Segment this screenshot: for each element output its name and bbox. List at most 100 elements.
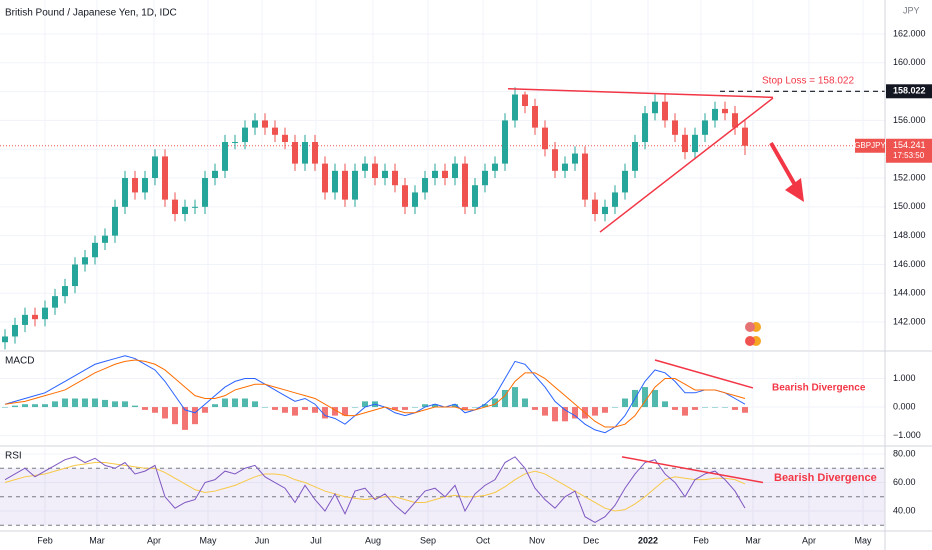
x-tick-label: 2022 [638,535,658,545]
candle-body [472,185,478,207]
candle-body [12,324,18,337]
histogram-bar [562,407,568,422]
candle-body [142,178,148,193]
x-tick-label: Apr [802,535,816,545]
histogram-bar [262,407,268,408]
x-tick-label: Mar [745,535,761,545]
histogram-bar [702,407,708,408]
histogram-bar [432,404,438,408]
histogram-bar [312,407,318,413]
candle-body [82,257,88,265]
trendline [507,87,774,99]
candle-body [232,142,238,144]
y-tick-label: 160.000 [893,57,926,67]
histogram-bar [672,407,678,410]
histogram-bar [422,404,428,408]
candle-body [92,242,98,258]
histogram-bar [2,407,8,408]
histogram-bar [42,404,48,408]
trendline [654,359,754,389]
histogram-bar [662,401,668,408]
price-tag [886,138,932,163]
candle-body [542,127,548,150]
histogram-bar [362,401,368,408]
y-tick-label: 80.00 [893,448,916,458]
histogram-bar [502,389,508,408]
candle-body [432,170,438,179]
candle-body [302,142,308,164]
candle-body [352,170,358,200]
x-tick-label: Nov [529,535,546,545]
histogram-bar [272,407,278,410]
x-tick-label: Aug [365,535,381,545]
price-tag [886,84,932,99]
candle-body [582,153,588,200]
candle-body [272,127,278,135]
candle-body [422,178,428,193]
histogram-bar [82,398,88,408]
candle-body [732,113,738,128]
arrow-head [785,178,804,202]
candle-body [192,206,198,208]
candle-body [242,127,248,143]
candle-body [742,127,748,146]
candle-body [292,142,298,164]
candle-body [212,170,218,179]
histogram-bar [102,399,108,408]
candle-body [102,235,108,243]
candle-body [132,178,138,193]
candle-body [182,206,188,215]
y-tick-label: 156.000 [893,115,926,125]
histogram-bar [222,398,228,408]
histogram-bar [142,407,148,410]
signal-line [4,359,746,428]
candle-body [392,170,398,186]
candle-body [172,199,178,215]
histogram-bar [352,407,358,408]
rsi-line [4,456,746,524]
histogram-bar [252,401,258,408]
x-tick-label: May [199,535,217,545]
histogram-bar [332,407,338,416]
trendline [599,97,774,233]
histogram-bar [182,407,188,430]
histogram-bar [522,398,528,408]
x-tick-label: Dec [583,535,600,545]
x-tick-label: Sep [420,535,436,545]
candle-body [262,120,268,128]
histogram-bar [482,404,488,408]
histogram-bar [392,407,398,410]
candle-body [22,314,28,325]
y-tick-label: 0.000 [893,401,916,411]
macd-line [4,355,746,434]
histogram-bar [622,398,628,408]
histogram-bar [132,405,138,408]
histogram-bar [712,407,718,408]
y-tick-label: 150.000 [893,201,926,211]
candle-body [522,94,528,107]
candle-body [722,108,728,114]
candle-body [652,101,658,114]
histogram-bar [72,398,78,408]
histogram-bar [292,407,298,416]
icon [745,322,755,332]
countdown: 17:53:50 [893,151,925,160]
histogram-bar [152,407,158,413]
histogram-bar [342,407,348,416]
histogram-bar [682,407,688,416]
candle-body [32,314,38,320]
candle-body [562,163,568,171]
candle-body [252,120,258,128]
histogram-bar [242,398,248,408]
candle-body [512,94,518,121]
candle-body [572,153,578,164]
histogram-bar [692,407,698,410]
candle-body [112,206,118,236]
candle-body [612,192,618,207]
candle-body [412,192,418,207]
histogram-bar [512,387,518,408]
x-tick-label: Jun [255,535,270,545]
candle-body [222,142,228,171]
histogram-bar [122,401,128,408]
